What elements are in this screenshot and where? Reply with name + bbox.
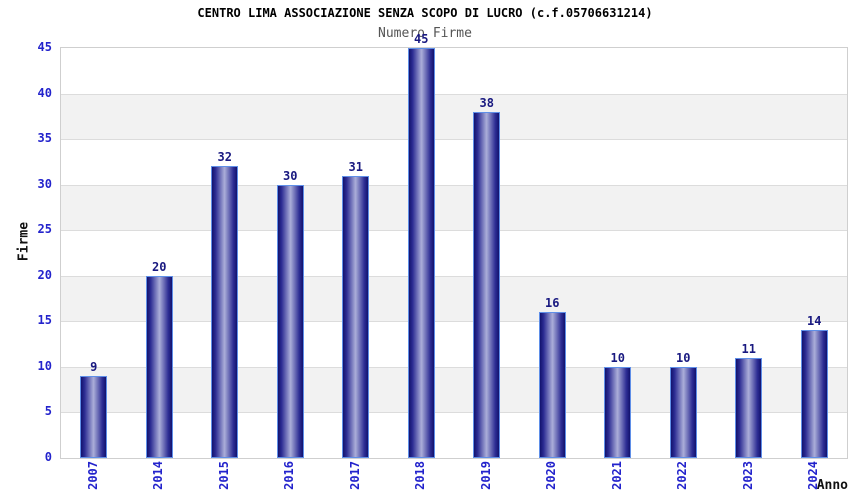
bar-value-label: 10: [676, 350, 691, 365]
grid-band: [61, 139, 847, 185]
x-tick-label: 2023: [740, 461, 755, 490]
y-tick-label: 5: [44, 404, 52, 419]
y-tick-label: 30: [37, 176, 52, 191]
bar: [473, 111, 501, 458]
y-tick-label: 0: [44, 450, 52, 464]
gridline: [61, 412, 847, 414]
y-tick-label: 45: [37, 40, 52, 54]
gridline: [61, 366, 847, 368]
grid-band: [61, 321, 847, 367]
grid-band: [61, 48, 847, 94]
bar: [342, 175, 370, 458]
gridline: [61, 139, 847, 141]
x-tick-label: 2022: [675, 461, 690, 490]
y-tick-label: 40: [37, 85, 52, 100]
chart-subtitle: Numero Firme: [378, 26, 472, 41]
bar: [276, 184, 304, 458]
bar-value-label: 16: [545, 296, 560, 311]
y-tick-label: 20: [37, 267, 52, 282]
x-tick-label: 2017: [347, 461, 362, 490]
bar-value-label: 30: [283, 168, 298, 183]
x-axis-title: Anno: [816, 478, 848, 493]
x-tick-label: 2021: [609, 461, 624, 490]
x-tick-label: 2007: [85, 461, 100, 490]
bar-value-label: 14: [807, 314, 822, 329]
bar: [800, 330, 828, 458]
bar: [735, 357, 763, 458]
grid-band: [61, 275, 847, 322]
gridline: [61, 93, 847, 95]
bar-value-label: 31: [348, 159, 363, 174]
bar-value-label: 9: [90, 360, 98, 374]
y-tick-label: 15: [37, 313, 52, 328]
bar: [538, 312, 566, 458]
gridline: [61, 230, 847, 232]
gridline: [61, 321, 847, 323]
x-tick-label: 2014: [151, 461, 166, 490]
bar-value-label: 10: [610, 350, 625, 365]
y-tick-label: 10: [37, 358, 52, 373]
bar: [669, 366, 697, 458]
bar: [80, 376, 108, 458]
bar-value-label: 38: [479, 95, 494, 110]
grid-band: [61, 412, 847, 458]
bar: [407, 48, 435, 458]
gridline: [61, 275, 847, 277]
chart-title: CENTRO LIMA ASSOCIAZIONE SENZA SCOPO DI …: [197, 6, 653, 20]
x-tick-label: 2020: [544, 461, 559, 490]
grid-band: [61, 93, 847, 140]
gridline: [61, 184, 847, 186]
bar: [604, 366, 632, 458]
bar-value-label: 11: [741, 341, 756, 356]
bar-value-label: 20: [152, 259, 167, 274]
x-tick-label: 2019: [478, 461, 493, 490]
x-tick-label: 2016: [282, 461, 297, 490]
bar-value-label: 32: [217, 150, 232, 165]
bar: [211, 166, 239, 458]
grid-band: [61, 184, 847, 231]
y-tick-label: 35: [37, 131, 52, 146]
bar-value-label: 45: [414, 32, 429, 46]
y-tick-label: 25: [37, 222, 52, 237]
x-tick-label: 2018: [413, 461, 428, 490]
grid-band: [61, 366, 847, 413]
bar: [145, 275, 173, 458]
plot-area: 9 20 32 30 31 45 38 16 10 10 11 14: [60, 32, 848, 459]
x-tick-label: 2015: [216, 461, 231, 490]
grid-band: [61, 230, 847, 276]
